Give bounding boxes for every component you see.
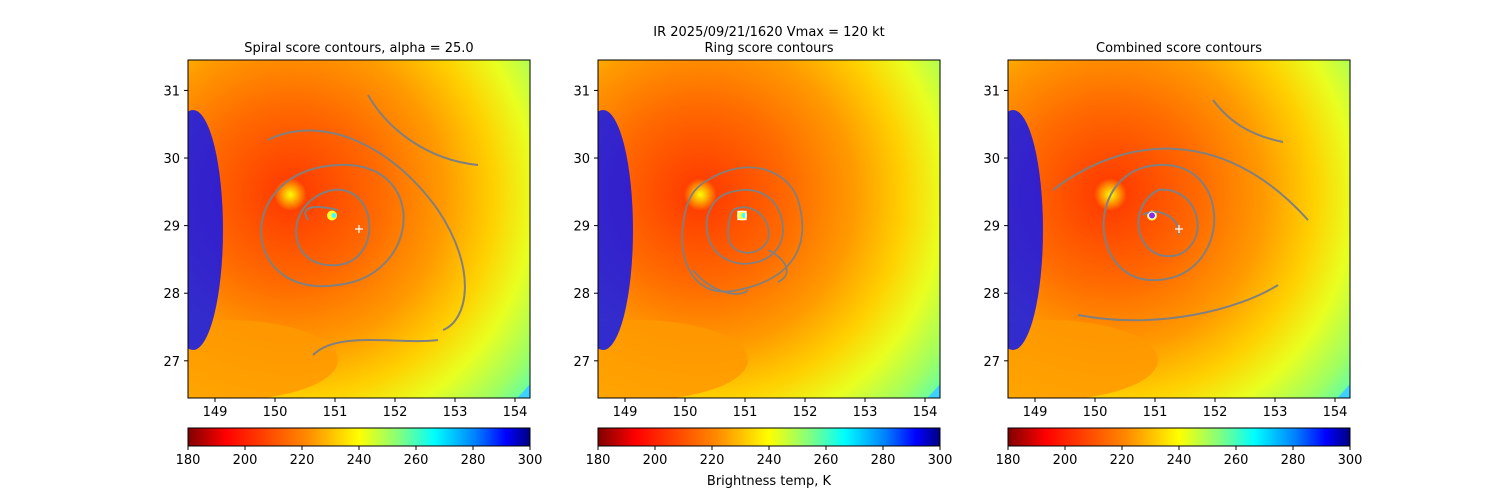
x-tick-label: 152 (793, 405, 818, 420)
contour-line (692, 269, 749, 295)
score-contours (1052, 99, 1309, 322)
colorbar-gradient (597, 427, 941, 447)
contour-line (304, 206, 339, 221)
contour-line (1102, 163, 1216, 282)
panel-title: Combined score contours (1096, 41, 1262, 56)
colorbar-tick-label: 240 (347, 453, 372, 468)
contour-line (367, 94, 479, 166)
colorbar-tick-label: 300 (928, 453, 953, 468)
colorbar-tick-label: 180 (176, 453, 201, 468)
colorbar: 180 200 220 240 260 280 300 (176, 427, 543, 468)
x-tick-label: 153 (1263, 405, 1288, 420)
x-tick-label: 153 (443, 405, 468, 420)
contour-line (267, 129, 466, 331)
panel-combined: Combined score contours 149 150 151 152 153 15… (983, 41, 1363, 468)
x-tick-label: 149 (613, 405, 638, 420)
y-tick-label: 27 (163, 355, 180, 370)
x-tick-label: 151 (323, 405, 348, 420)
contour-line (260, 163, 405, 288)
colorbar: 180 200 220 240 260 280 300 (586, 427, 953, 468)
y-tick-label: 31 (983, 84, 1000, 99)
colorbar-tick-label: 200 (643, 453, 668, 468)
colorbar-label: Brightness temp, K (707, 474, 832, 489)
x-tick-label: 151 (733, 405, 758, 420)
contour-line (1052, 147, 1309, 221)
ring-center-marker (737, 210, 747, 221)
colorbar-tick-label: 240 (1167, 453, 1192, 468)
x-tick-label: 152 (1203, 405, 1228, 420)
x-tick-label: 154 (913, 405, 938, 420)
figure-suptitle: IR 2025/09/21/1620 Vmax = 120 kt (653, 25, 884, 40)
contour-line (1212, 99, 1284, 143)
contour-line (681, 166, 804, 293)
colorbar-tick-label: 180 (996, 453, 1021, 468)
panel-title: Spiral score contours, alpha = 25.0 (244, 41, 473, 56)
colorbar-tick-label: 300 (1338, 453, 1363, 468)
contour-line (767, 249, 788, 283)
score-contours (681, 166, 804, 295)
colorbar-tick-label: 200 (1053, 453, 1078, 468)
contour-line (295, 188, 371, 267)
contour-line (727, 206, 770, 254)
colorbar-tick-label: 260 (404, 453, 429, 468)
panel-ring: Ring score contours 149 150 151 152 153 154 27 2… (573, 41, 953, 468)
colorbar: 180 200 220 240 260 280 300 (996, 427, 1363, 468)
colorbar-tick-label: 220 (1110, 453, 1135, 468)
score-contours (260, 94, 479, 356)
contour-line (1142, 210, 1180, 236)
colorbar-tick-label: 280 (871, 453, 896, 468)
x-tick-label: 151 (1143, 405, 1168, 420)
colorbar-gradient (187, 427, 531, 447)
y-tick-label: 31 (163, 84, 180, 99)
y-tick-label: 28 (573, 287, 590, 302)
first-guess-marker (355, 225, 363, 233)
y-tick-label: 29 (163, 220, 180, 235)
contour-line (705, 189, 784, 265)
x-tick-label: 154 (503, 405, 528, 420)
colorbar-tick-label: 180 (586, 453, 611, 468)
x-tick-label: 150 (673, 405, 698, 420)
axes-frame (187, 59, 531, 399)
colorbar-tick-label: 260 (1224, 453, 1249, 468)
x-tick-label: 154 (1323, 405, 1348, 420)
y-tick-label: 31 (573, 84, 590, 99)
contour-line (312, 339, 439, 356)
colorbar-tick-label: 280 (1281, 453, 1306, 468)
x-tick-label: 149 (203, 405, 228, 420)
first-guess-marker (1175, 225, 1183, 233)
y-tick-label: 29 (573, 220, 590, 235)
x-tick-label: 150 (263, 405, 288, 420)
colorbar-tick-label: 300 (518, 453, 543, 468)
colorbar-tick-label: 200 (233, 453, 258, 468)
x-tick-label: 153 (853, 405, 878, 420)
x-tick-label: 149 (1023, 405, 1048, 420)
colorbar-tick-label: 220 (700, 453, 725, 468)
colorbar-tick-label: 260 (814, 453, 839, 468)
panel-title: Ring score contours (704, 41, 833, 56)
contour-line (1077, 284, 1279, 322)
y-tick-label: 28 (983, 287, 1000, 302)
y-tick-label: 27 (573, 355, 590, 370)
axes-frame (597, 59, 941, 399)
x-tick-label: 150 (1083, 405, 1108, 420)
panel-spiral: Spiral score contours, alpha = 25.0 149 15… (163, 41, 543, 468)
y-tick-label: 27 (983, 355, 1000, 370)
colorbar-gradient (1007, 427, 1351, 447)
y-tick-label: 28 (163, 287, 180, 302)
y-tick-label: 30 (983, 152, 1000, 167)
y-tick-label: 29 (983, 220, 1000, 235)
colorbar-tick-label: 280 (461, 453, 486, 468)
colorbar-tick-label: 240 (757, 453, 782, 468)
y-tick-label: 30 (163, 152, 180, 167)
combined-center-marker (1148, 211, 1156, 220)
x-tick-label: 152 (383, 405, 408, 420)
colorbar-tick-label: 220 (290, 453, 315, 468)
contour-line (1137, 188, 1199, 258)
axes-frame (1007, 59, 1351, 399)
brightness-temp-image (598, 60, 940, 398)
y-tick-label: 30 (573, 152, 590, 167)
